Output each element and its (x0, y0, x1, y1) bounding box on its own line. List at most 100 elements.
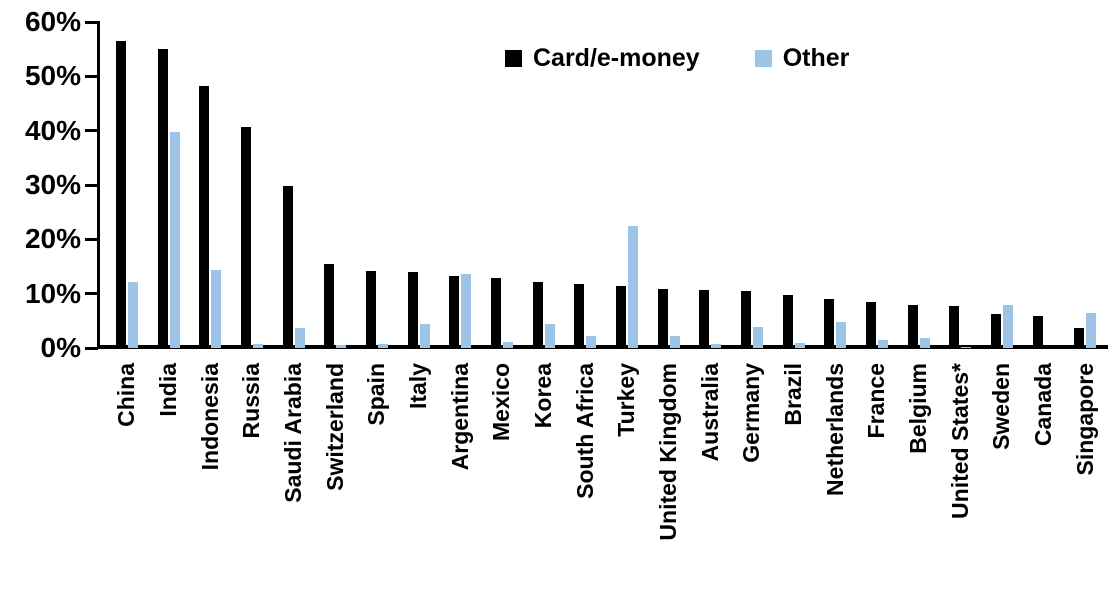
bar-group: Saudi Arabia (273, 22, 315, 582)
bar-pair (1064, 22, 1106, 348)
bar-pair (606, 22, 648, 348)
category-label-wrap: Singapore (1064, 348, 1106, 475)
category-label: Sweden (988, 363, 1015, 450)
bar-group: Mexico (481, 22, 523, 582)
bar-pair (106, 22, 148, 348)
category-label: China (113, 363, 140, 427)
bar-group: Argentina (439, 22, 481, 582)
category-label-wrap: Sweden (981, 348, 1023, 450)
legend-label-card: Card/e-money (533, 44, 700, 72)
y-tick (85, 184, 98, 187)
bar-group: United States* (939, 22, 981, 582)
card-bar (824, 299, 835, 348)
plot-area: China India Indonesia Russia Saudi Arabia Swi… (98, 22, 1106, 582)
card-bar (490, 278, 501, 348)
category-label-wrap: Spain (356, 348, 398, 426)
bar-pair (773, 22, 815, 348)
card-bar (907, 305, 918, 348)
other-bar (419, 324, 430, 348)
bar-group: Russia (231, 22, 273, 582)
bar-pair (231, 22, 273, 348)
card-bar (365, 271, 376, 348)
other-bar (586, 336, 597, 348)
bar-group: United Kingdom (648, 22, 690, 582)
category-label: Canada (1029, 363, 1056, 447)
card-bar (532, 282, 543, 348)
bar-pair (731, 22, 773, 348)
card-bar (657, 289, 668, 348)
card-bar (407, 272, 418, 348)
category-label: Argentina (446, 363, 473, 471)
card-bar (615, 286, 626, 348)
other-bar (1086, 313, 1097, 348)
bar-group: Italy (398, 22, 440, 582)
bar-pair (648, 22, 690, 348)
bar-pair (273, 22, 315, 348)
y-tick-label: 50% (24, 60, 81, 91)
category-label-wrap: Italy (398, 348, 440, 409)
card-bar (574, 284, 585, 348)
card-bar (282, 186, 293, 348)
category-label: India (154, 363, 181, 417)
y-tick-label: 60% (24, 6, 81, 37)
bar-pair (189, 22, 231, 348)
category-label: Italy (404, 363, 431, 410)
category-label: United States* (946, 363, 973, 519)
bar-pair (148, 22, 190, 348)
category-label: Australia (696, 363, 723, 462)
category-label-wrap: France (856, 348, 898, 438)
other-bar (669, 336, 680, 348)
category-label-wrap: Germany (731, 348, 773, 463)
bar-pair (689, 22, 731, 348)
y-tick (85, 21, 98, 24)
bar-group: Belgium (898, 22, 940, 582)
other-bar (211, 270, 222, 348)
other-bar (544, 324, 555, 348)
legend-swatch-card (505, 50, 522, 67)
y-tick-label: 0% (40, 332, 81, 363)
category-label: Switzerland (321, 363, 348, 491)
bar-pair (523, 22, 565, 348)
other-bar (627, 226, 638, 348)
other-bar (336, 345, 347, 348)
category-label-wrap: United Kingdom (648, 348, 690, 541)
category-label: Mexico (488, 363, 515, 441)
category-label-wrap: Australia (689, 348, 731, 461)
bar-group: Brazil (773, 22, 815, 582)
bar-group: Sweden (981, 22, 1023, 582)
category-label-wrap: Netherlands (814, 348, 856, 496)
y-axis-line (97, 21, 100, 349)
other-bar (1002, 305, 1013, 348)
bar-group: China (106, 22, 148, 582)
bar-group: India (148, 22, 190, 582)
card-bar (699, 290, 710, 348)
y-tick-label: 10% (24, 278, 81, 309)
category-label: South Africa (571, 363, 598, 499)
category-label: Saudi Arabia (279, 363, 306, 503)
bar-group: Singapore (1064, 22, 1106, 582)
y-tick (85, 75, 98, 78)
category-label-wrap: Argentina (439, 348, 481, 470)
category-label-wrap: Belgium (898, 348, 940, 454)
card-bar (782, 295, 793, 348)
bar-pair (981, 22, 1023, 348)
category-label-wrap: Saudi Arabia (273, 348, 315, 503)
y-tick (85, 347, 98, 350)
y-tick (85, 238, 98, 241)
y-tick-label: 20% (24, 223, 81, 254)
y-tick-label: 30% (24, 169, 81, 200)
card-bar (1074, 328, 1085, 348)
bar-pair (564, 22, 606, 348)
category-label-wrap: Switzerland (314, 348, 356, 491)
y-tick (85, 292, 98, 295)
category-label-wrap: China (106, 348, 148, 427)
category-label: Brazil (779, 363, 806, 426)
bar-pair (939, 22, 981, 348)
legend-item-other: Other (754, 46, 849, 71)
other-bar (252, 344, 263, 348)
bar-pair (314, 22, 356, 348)
bar-group: Australia (689, 22, 731, 582)
other-bar (794, 343, 805, 348)
category-label: Germany (738, 363, 765, 463)
bar-group: Switzerland (314, 22, 356, 582)
